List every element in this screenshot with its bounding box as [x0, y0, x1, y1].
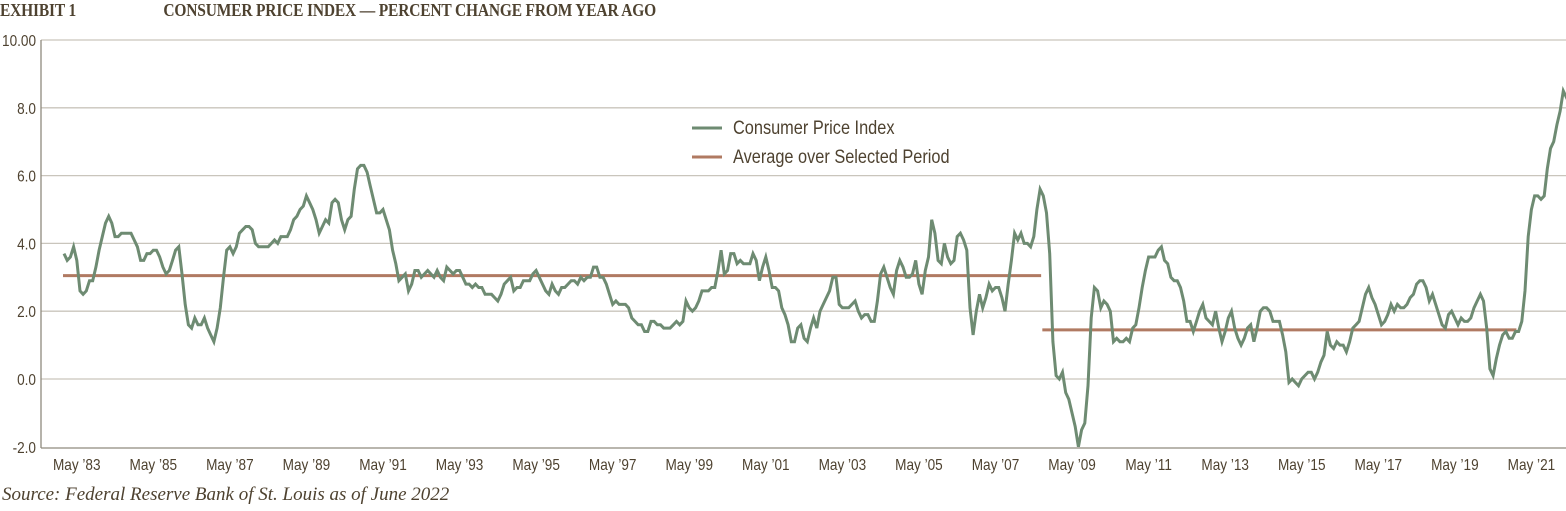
x-tick-label: May ’03	[819, 457, 867, 474]
x-tick-label: May ’21	[1508, 457, 1556, 474]
x-axis-ticks: May ’83 May ’85 May ’87 May ’89 May ’91 May ’…	[53, 457, 1555, 474]
x-tick-label: May ’13	[1201, 457, 1249, 474]
y-tick-label: 10.00	[2, 33, 36, 50]
y-tick-label: 6.0	[17, 169, 36, 186]
x-tick-label: May ’89	[283, 457, 331, 474]
legend-label-average: Average over Selected Period	[733, 146, 950, 167]
x-tick-label: May ’91	[359, 457, 407, 474]
y-tick-label: 0.0	[17, 372, 36, 389]
x-tick-label: May ’93	[436, 457, 484, 474]
x-tick-label: May ’83	[53, 457, 101, 474]
x-tick-label: May ’97	[589, 457, 637, 474]
exhibit-label: EXHIBIT 1	[0, 0, 77, 20]
x-tick-label: May ’17	[1355, 457, 1403, 474]
x-tick-label: May ’99	[665, 457, 713, 474]
x-tick-label: May ’95	[512, 457, 560, 474]
x-tick-label: May ’09	[1048, 457, 1096, 474]
x-tick-label: May ’87	[206, 457, 254, 474]
gridlines	[40, 39, 1566, 449]
x-tick-label: May ’85	[130, 457, 178, 474]
average-line	[63, 274, 1517, 332]
chart-title: EXHIBIT 1 CONSUMER PRICE INDEX — PERCENT …	[0, 0, 656, 22]
title-text: CONSUMER PRICE INDEX — PERCENT CHANGE FR…	[163, 0, 657, 20]
x-tick-label: May ’15	[1278, 457, 1326, 474]
y-tick-label: 2.0	[17, 304, 36, 321]
x-tick-label: May ’19	[1431, 457, 1479, 474]
cpi-series-line	[62, 85, 1566, 448]
legend-label-cpi: Consumer Price Index	[733, 117, 895, 138]
x-tick-label: May ’01	[742, 457, 790, 474]
x-tick-label: May ’05	[895, 457, 943, 474]
x-tick-label: May ’07	[972, 457, 1020, 474]
y-tick-label: 8.0	[17, 101, 36, 118]
y-axis-ticks: 10.00 8.0 6.0 4.0 2.0 0.0 -2.0	[2, 33, 36, 457]
source-note: Source: Federal Reserve Bank of St. Loui…	[2, 484, 450, 505]
y-tick-label: -2.0	[13, 440, 36, 457]
x-tick-label: May ’11	[1125, 457, 1172, 474]
legend: Consumer Price Index Average over Select…	[692, 117, 950, 167]
y-tick-label: 4.0	[17, 236, 36, 253]
